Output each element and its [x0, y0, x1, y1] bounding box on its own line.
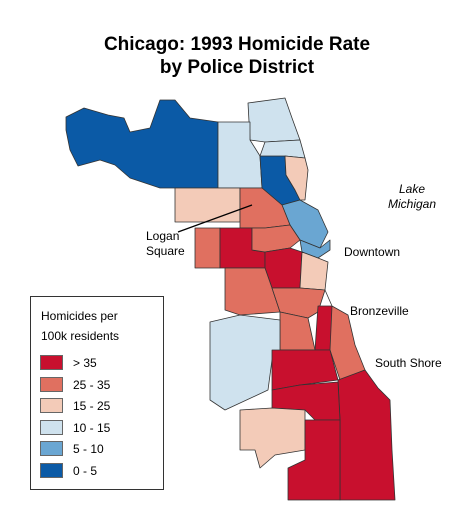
bronzeville-label: Bronzeville [350, 304, 409, 318]
legend-swatch [40, 441, 63, 456]
lake-label-line-1: Lake [398, 182, 426, 196]
legend-swatch [40, 420, 63, 435]
downtown-label: Downtown [344, 245, 401, 259]
district-calumet[interactable] [287, 419, 341, 501]
district-albany-park[interactable] [174, 187, 241, 223]
logan-label-line-2: Square [146, 244, 185, 258]
legend-label: 5 - 10 [73, 442, 104, 456]
legend: Homicides per 100k residents > 35 25 - 3… [30, 296, 164, 490]
map-title-line-2: by Police District [159, 57, 315, 78]
south-shore-label: South Shore [375, 356, 442, 370]
legend-title-line-1: Homicides per [41, 309, 118, 323]
lake-michigan-label: Lake Michigan [370, 182, 454, 212]
legend-swatch [40, 377, 63, 392]
district-beverly[interactable] [239, 407, 306, 469]
logan-square-leader-line [177, 204, 253, 233]
district-rogers-park[interactable] [259, 139, 306, 159]
legend-swatch [40, 398, 63, 413]
district-near-west[interactable] [251, 224, 301, 253]
district-west-center-1[interactable] [194, 227, 221, 269]
legend-swatch [40, 355, 63, 370]
district-bronzeville[interactable] [314, 305, 333, 351]
legend-label: 25 - 35 [73, 378, 111, 392]
district-south-chicago[interactable] [337, 369, 396, 501]
legend-label: 15 - 25 [73, 399, 111, 413]
legend-title-line-2: 100k residents [41, 329, 120, 343]
map-title-line-1: Chicago: 1993 Homicide Rate [103, 34, 371, 55]
district-south-loop[interactable] [299, 251, 329, 291]
district-north-top[interactable] [247, 97, 301, 143]
logan-square-label: Logan Square [146, 229, 185, 259]
lake-label-line-2: Michigan [387, 197, 437, 211]
district-chicago-lawn[interactable] [279, 311, 316, 351]
legend-label: > 35 [73, 356, 97, 370]
legend-label: 0 - 5 [73, 464, 98, 478]
legend-title: Homicides per 100k residents [41, 306, 119, 346]
district-lincoln-park[interactable] [284, 155, 309, 201]
district-far-northwest[interactable] [65, 99, 219, 189]
legend-swatch [40, 463, 63, 478]
logan-label-line-1: Logan [146, 229, 180, 243]
district-southwest-large[interactable] [209, 314, 281, 411]
map-title: Chicago: 1993 Homicide Rate by Police Di… [0, 33, 474, 79]
district-west-side[interactable] [264, 247, 303, 289]
legend-label: 10 - 15 [73, 421, 111, 435]
